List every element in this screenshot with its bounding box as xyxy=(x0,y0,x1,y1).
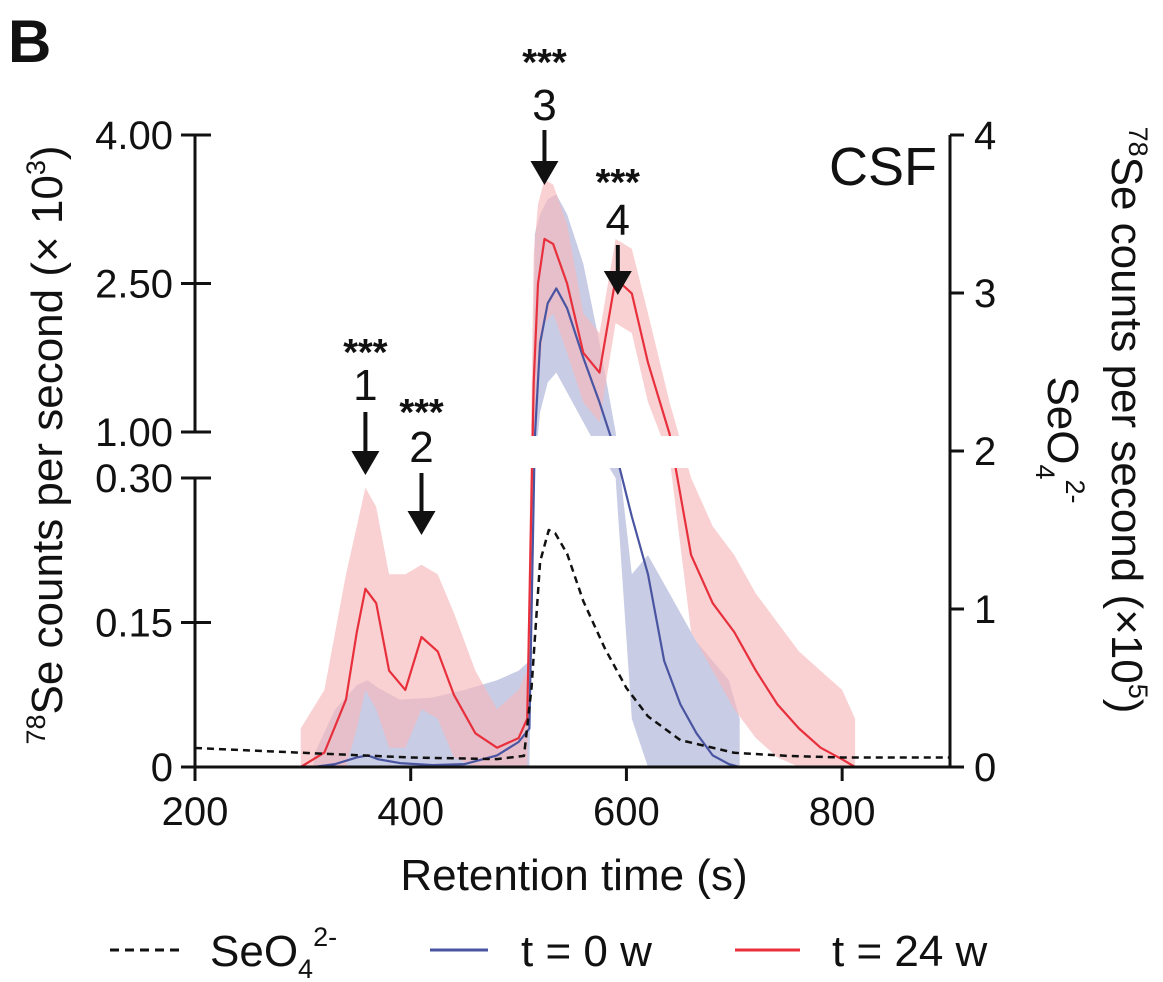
peak-number-3: 3 xyxy=(532,81,556,130)
peak-arrow-head-3 xyxy=(530,161,559,185)
legend: SeO42- t = 0 w t = 24 w xyxy=(110,922,988,982)
legend-seo4-sub: 4 xyxy=(298,954,313,982)
y-left-label-exp: 3 xyxy=(21,160,51,175)
peak-arrow-head-4 xyxy=(603,271,632,295)
y-right-label-iso: 78 xyxy=(1123,127,1153,157)
peak-stars-4: *** xyxy=(596,162,641,204)
y-left-tick-label-1: 0.15 xyxy=(95,602,173,646)
y-left-label-iso: 78 xyxy=(21,714,51,744)
y-right-tick-label-0: 0 xyxy=(974,746,996,790)
series-line-0 xyxy=(313,287,740,769)
peak-arrow-head-2 xyxy=(407,511,436,535)
legend-label-t0: t = 0 w xyxy=(521,927,652,976)
y-right-tick-label-1: 1 xyxy=(974,588,996,632)
y-left-axis-label: 78Se counts per second (× 103) xyxy=(21,145,72,744)
band-0 xyxy=(313,194,740,767)
series-lines xyxy=(194,237,950,769)
peak-stars-1: *** xyxy=(343,332,388,374)
confidence-bands xyxy=(300,179,856,768)
y-right-label-main: Se counts per second (×10 xyxy=(1102,157,1151,684)
peak-number-1: 1 xyxy=(353,361,377,410)
y-left-tick-label-5: 4.00 xyxy=(95,114,173,158)
peak-annotations: ***1***2***3***4 xyxy=(343,42,640,535)
axis-break-gap xyxy=(200,436,950,468)
y-left-label-main: Se counts per second (× 10 xyxy=(23,175,72,714)
y-left-tick-label-2: 0.30 xyxy=(95,457,173,501)
y-right-label2-sub: 4 xyxy=(1030,465,1060,480)
peak-number-2: 2 xyxy=(409,423,433,472)
series-line-2 xyxy=(194,528,950,761)
peak-number-4: 4 xyxy=(606,196,630,245)
band-1 xyxy=(300,179,856,768)
peak-stars-2: *** xyxy=(399,392,444,434)
y-right-tick-label-2: 2 xyxy=(974,430,996,474)
y-left-label-end: ) xyxy=(23,145,72,160)
inset-label: CSF xyxy=(829,137,937,197)
legend-label-seo4: SeO42- xyxy=(210,922,337,982)
legend-label-t24: t = 24 w xyxy=(832,927,988,976)
series-line-1 xyxy=(300,237,856,768)
panel-label: B xyxy=(8,8,51,75)
x-tick-label-1: 400 xyxy=(377,790,444,834)
y-right-label-end: ) xyxy=(1102,699,1151,714)
y-right-axis-label: 78Se counts per second (×105) xyxy=(1102,127,1153,714)
x-axis-label: Retention time (s) xyxy=(400,851,747,900)
peak-arrow-head-1 xyxy=(351,451,380,475)
x-tick-label-0: 200 xyxy=(162,790,229,834)
y-left-tick-label-0: 0 xyxy=(151,746,173,790)
y-left-tick-label-4: 2.50 xyxy=(95,263,173,307)
y-right-label2-main: SeO xyxy=(1038,376,1087,464)
y-left-tick-label-3: 1.00 xyxy=(95,411,173,455)
x-tick-label-3: 800 xyxy=(809,790,876,834)
peak-stars-3: *** xyxy=(522,42,567,84)
legend-seo4-sup: 2- xyxy=(313,922,337,952)
y-right-label2-sup: 2- xyxy=(1060,480,1090,504)
y-right-axis-label-line2: SeO42- xyxy=(1030,376,1090,503)
y-right-tick-label-3: 3 xyxy=(974,272,996,316)
legend-seo4-main: SeO xyxy=(210,927,298,976)
x-tick-label-2: 600 xyxy=(593,790,660,834)
y-right-label-exp: 5 xyxy=(1123,684,1153,699)
y-right-tick-label-4: 4 xyxy=(974,114,996,158)
